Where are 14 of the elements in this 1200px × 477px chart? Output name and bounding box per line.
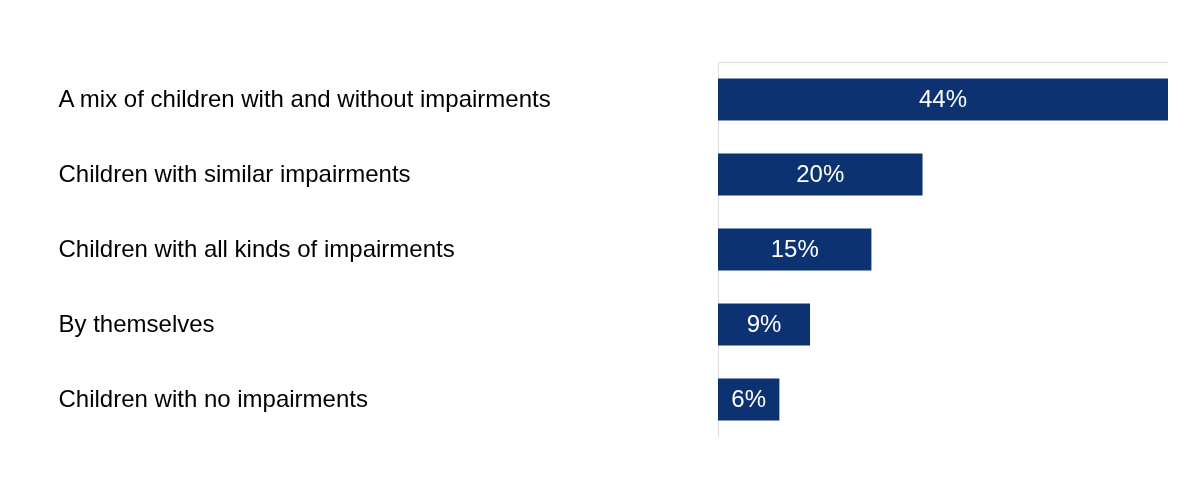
data-label: 9% <box>746 309 782 337</box>
data-label: 6% <box>731 384 767 412</box>
y-tick-label: Children with similar impairments <box>58 159 411 187</box>
bar <box>718 78 1168 121</box>
y-tick-label: By themselves <box>58 309 215 337</box>
data-label: 44% <box>918 84 968 112</box>
data-label: 20% <box>796 159 845 187</box>
bar <box>718 228 872 271</box>
y-tick-label: Children with no impairments <box>58 384 368 412</box>
y-tick-label: Children with all kinds of impairments <box>58 234 455 262</box>
bar <box>718 153 923 196</box>
data-label: 15% <box>770 234 819 262</box>
bar <box>718 303 811 346</box>
y-tick-label: A mix of children with and without impairments <box>58 84 551 112</box>
